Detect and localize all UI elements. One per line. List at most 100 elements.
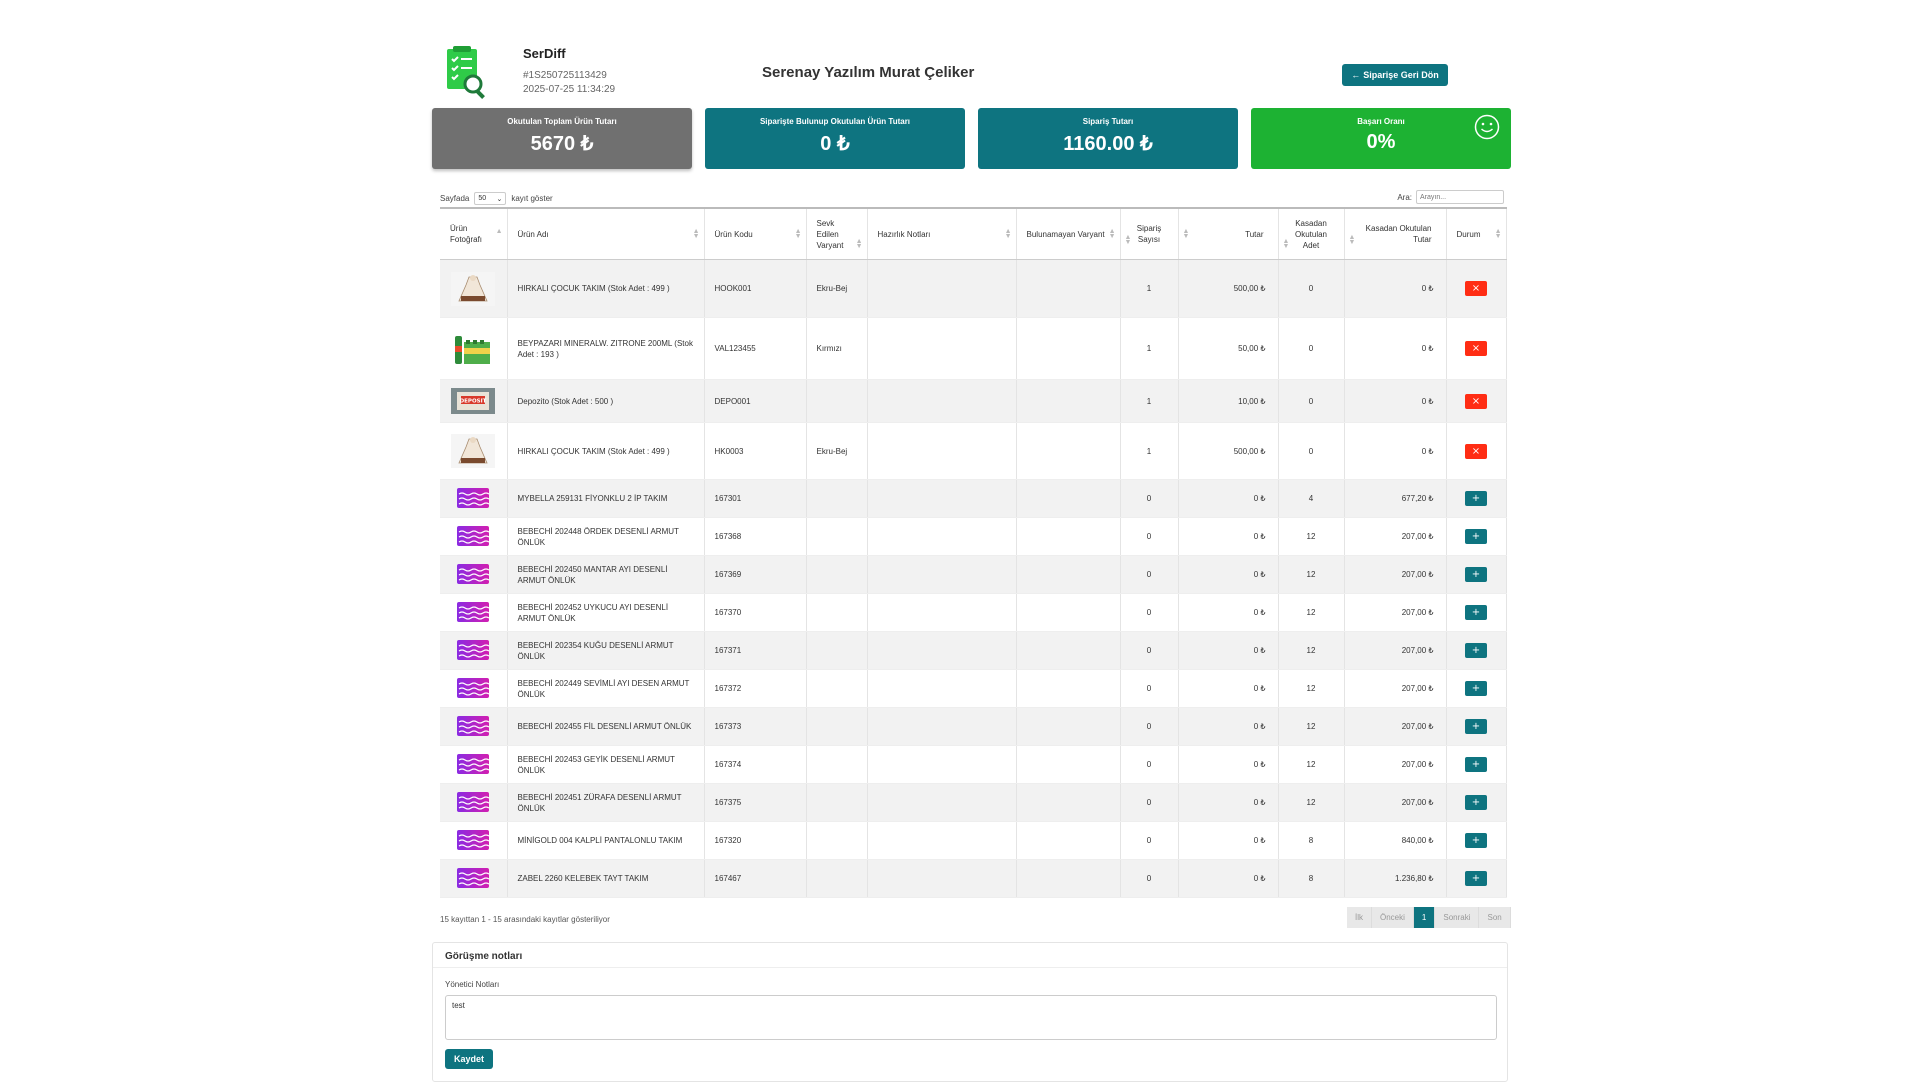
add-item-button[interactable]: +: [1465, 681, 1487, 696]
close-icon: ×: [1471, 395, 1481, 407]
cell-amount: 50,00 ₺: [1178, 317, 1279, 380]
cell-photo: [440, 517, 508, 556]
product-placeholder-icon: [457, 867, 490, 888]
product-placeholder-icon: [457, 563, 490, 584]
remove-item-button[interactable]: ×: [1465, 443, 1487, 459]
plus-icon: +: [1471, 569, 1481, 580]
cell-amount: 500,00 ₺: [1178, 259, 1279, 318]
add-item-button[interactable]: +: [1465, 871, 1487, 886]
table-row: DEPOSIT Depozito (Stok Adet : 500 ) DEPO00…: [440, 379, 1507, 423]
pager-last[interactable]: Son: [1479, 907, 1511, 928]
add-item-button[interactable]: +: [1465, 491, 1487, 506]
cell-variant: [806, 669, 868, 708]
page-length-prefix: Sayfada: [440, 194, 470, 203]
sort-icon: ▲ ▼: [855, 238, 863, 250]
cell-name: HIRKALI ÇOCUK TAKIM (Stok Adet : 499 ): [507, 259, 705, 318]
add-item-button[interactable]: +: [1465, 719, 1487, 734]
cell-status: ×: [1446, 317, 1507, 380]
add-item-button[interactable]: +: [1465, 605, 1487, 620]
pager-page-1[interactable]: 1: [1413, 907, 1436, 928]
cell-missing-variant: [1016, 707, 1121, 746]
search-label: Ara:: [1397, 192, 1412, 202]
cell-variant: [806, 631, 868, 670]
cell-variant: Ekru-Bej: [806, 422, 868, 480]
brand-block: SerDiff #1S250725113429 2025-07-25 11:34…: [523, 46, 615, 97]
col-scanned-amount[interactable]: Kasadan Okutulan Tutar ▲ ▼: [1344, 207, 1447, 260]
cell-scanned-qty: 0: [1278, 259, 1345, 318]
add-item-button[interactable]: +: [1465, 757, 1487, 772]
col-amount[interactable]: Tutar ▲ ▼: [1178, 207, 1279, 260]
order-date: 2025-07-25 11:34:29: [523, 84, 616, 95]
card-value: 5670 ₺: [530, 133, 594, 155]
back-to-order-button[interactable]: ← Siparişe Geri Dön: [1342, 64, 1448, 86]
cell-variant: [806, 517, 868, 556]
page-length-select[interactable]: 50 ⌄: [474, 192, 507, 205]
add-item-button[interactable]: +: [1465, 529, 1487, 544]
plus-icon: +: [1471, 493, 1481, 504]
save-button[interactable]: Kaydet: [445, 1049, 493, 1069]
col-photo[interactable]: Ürün Fotoğrafı ▲: [440, 207, 508, 260]
cell-scanned-amount: 1.236,80 ₺: [1344, 859, 1447, 898]
cell-scanned-qty: 12: [1278, 745, 1345, 784]
col-missing-variant[interactable]: Bulunamayan Varyant ▲ ▼: [1016, 207, 1121, 260]
remove-item-button[interactable]: ×: [1465, 341, 1487, 356]
cell-name: BEBECHİ 202449 SEVİMLİ AYI DESEN ARMUT Ö…: [507, 669, 705, 708]
cell-scanned-amount: 207,00 ₺: [1344, 669, 1447, 708]
cell-amount: 0 ₺: [1178, 555, 1279, 594]
cell-code: 167373: [704, 707, 807, 746]
close-icon: ×: [1471, 283, 1481, 294]
sort-icon: ▲ ▼: [1494, 228, 1502, 240]
product-placeholder-icon: [457, 639, 490, 660]
col-notes[interactable]: Hazırlık Notları ▲ ▼: [867, 207, 1017, 260]
close-icon: ×: [1471, 343, 1481, 354]
cell-status: ×: [1446, 422, 1507, 480]
cell-photo: [440, 783, 508, 822]
cell-notes: [867, 859, 1017, 898]
sort-icon: ▲ ▼: [1282, 238, 1290, 250]
cell-name: BEBECHİ 202451 ZÜRAFA DESENLİ ARMUT ÖNLÜ…: [507, 783, 705, 822]
col-name[interactable]: Ürün Adı ▲ ▼: [507, 207, 705, 260]
col-code[interactable]: Ürün Kodu ▲ ▼: [704, 207, 807, 260]
plus-icon: +: [1471, 721, 1481, 732]
cell-order-count: 1: [1120, 422, 1179, 480]
cell-amount: 10,00 ₺: [1178, 379, 1279, 423]
table-row: HIRKALI ÇOCUK TAKIM (Stok Adet : 499 ) HK…: [440, 422, 1507, 480]
cell-order-count: 0: [1120, 479, 1179, 518]
col-variant[interactable]: Sevk Edilen Varyant ▲ ▼: [806, 207, 868, 260]
cell-variant: [806, 821, 868, 860]
pager-first[interactable]: İlk: [1347, 907, 1372, 928]
add-item-button[interactable]: +: [1465, 833, 1487, 848]
add-item-button[interactable]: +: [1465, 567, 1487, 582]
col-scanned-qty[interactable]: Kasadan Okutulan Adet ▲ ▼: [1278, 207, 1345, 260]
page-length: Sayfada 50 ⌄ kayıt göster: [440, 192, 553, 205]
summary-cards: Okutulan Toplam Ürün Tutarı 5670 ₺ Sipar…: [432, 108, 1511, 169]
search-input[interactable]: [1416, 190, 1504, 204]
card-title: Okutulan Toplam Ürün Tutarı: [507, 117, 617, 126]
add-item-button[interactable]: +: [1465, 795, 1487, 810]
cell-variant: [806, 593, 868, 632]
cell-notes: [867, 821, 1017, 860]
cell-status: +: [1446, 745, 1507, 784]
product-placeholder-icon: [457, 829, 490, 850]
chevron-down-icon: ⌄: [496, 195, 503, 203]
table-row: BEYPAZARI MINERALW. ZITRONE 200ML (Stok …: [440, 317, 1507, 380]
cell-notes: [867, 555, 1017, 594]
cell-scanned-amount: 207,00 ₺: [1344, 593, 1447, 632]
cell-status: +: [1446, 821, 1507, 860]
cell-order-count: 0: [1120, 821, 1179, 860]
cell-status: +: [1446, 593, 1507, 632]
col-status[interactable]: Durum ▲ ▼: [1446, 207, 1507, 260]
product-placeholder-icon: [457, 525, 490, 546]
manager-notes-textarea[interactable]: test: [445, 995, 1497, 1040]
add-item-button[interactable]: +: [1465, 643, 1487, 658]
table-row: MYBELLA 259131 FİYONKLU 2 İP TAKIM 167301…: [440, 479, 1507, 518]
pager-next[interactable]: Sonraki: [1435, 907, 1480, 928]
cell-amount: 0 ₺: [1178, 745, 1279, 784]
col-order-count[interactable]: Sipariş Sayısı ▲ ▼: [1120, 207, 1179, 260]
pager-prev[interactable]: Önceki: [1372, 907, 1414, 928]
remove-item-button[interactable]: ×: [1465, 393, 1487, 409]
cell-code: VAL123455: [704, 317, 807, 380]
table-row: BEBECHİ 202450 MANTAR AYI DESENLİ ARMUT …: [440, 555, 1507, 594]
cell-scanned-amount: 207,00 ₺: [1344, 783, 1447, 822]
remove-item-button[interactable]: ×: [1465, 281, 1487, 296]
